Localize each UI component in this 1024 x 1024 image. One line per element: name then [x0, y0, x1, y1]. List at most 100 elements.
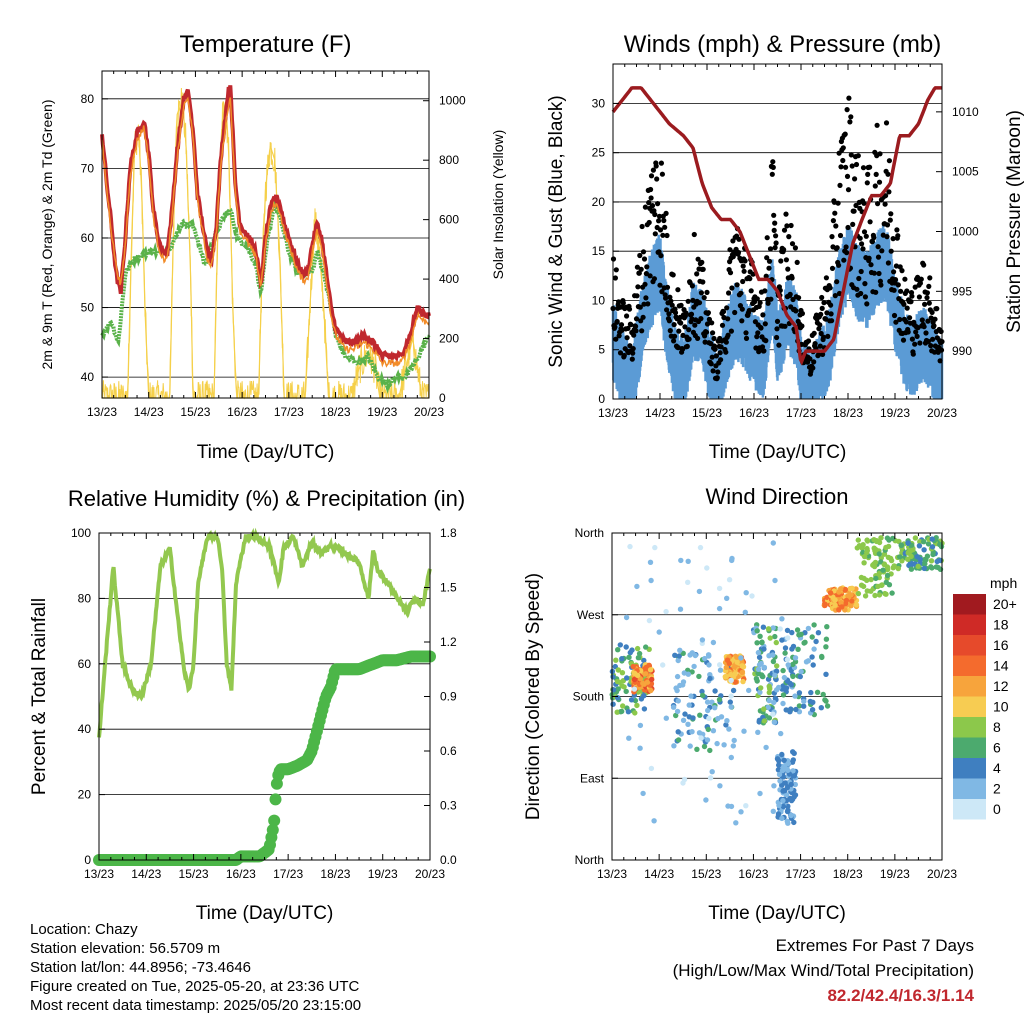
gust-point	[715, 369, 721, 375]
direction-point	[790, 749, 796, 755]
gust-point	[909, 293, 915, 299]
gust-point	[695, 256, 701, 262]
legend-label: 12	[993, 678, 1009, 694]
gust-point	[635, 284, 641, 290]
direction-point	[675, 737, 682, 743]
gust-point	[837, 232, 844, 239]
gust-point	[648, 173, 655, 179]
direction-point	[897, 554, 903, 560]
gust-point	[848, 152, 854, 158]
gust-point	[684, 343, 690, 349]
gust-point	[918, 276, 924, 282]
winds-title: Winds (mph) & Pressure (mb)	[624, 31, 941, 58]
gust-point	[725, 316, 731, 322]
direction-point	[792, 792, 799, 798]
direction-point	[788, 812, 794, 819]
gust-point	[720, 309, 727, 315]
direction-point	[696, 673, 702, 680]
direction-point	[648, 687, 654, 694]
gust-point	[654, 176, 660, 182]
gust-point	[729, 285, 735, 291]
direction-point	[705, 707, 711, 714]
direction-point	[763, 744, 769, 751]
gust-point	[741, 268, 747, 274]
direction-point	[858, 582, 865, 588]
direction-point	[813, 638, 819, 645]
direction-point	[788, 706, 794, 712]
gust-point	[781, 227, 788, 233]
direction-point	[757, 790, 763, 797]
rh-series	[97, 527, 432, 738]
gust-point	[917, 280, 924, 286]
gust-point	[630, 346, 636, 352]
gust-point	[709, 354, 715, 360]
gust-point	[897, 316, 903, 323]
direction-point	[773, 639, 779, 646]
y-tick-label: 10	[592, 293, 606, 307]
gust-point	[672, 310, 679, 316]
gust-point	[773, 240, 779, 246]
gust-point	[937, 358, 943, 364]
gust-point	[890, 236, 896, 242]
gust-point	[618, 322, 625, 328]
gust-point	[763, 273, 769, 279]
direction-point	[674, 708, 681, 715]
gust-point	[624, 313, 630, 319]
gust-point	[612, 275, 619, 281]
direction-point	[783, 685, 790, 691]
gust-point	[898, 288, 904, 294]
humidity-xlabel: Time (Day/UTC)	[196, 903, 334, 924]
y2-tick-label: 0.6	[440, 744, 457, 758]
direction-point	[779, 616, 785, 622]
gust-point	[703, 329, 710, 335]
gust-point	[811, 330, 817, 336]
gust-point	[910, 351, 916, 357]
direction-point	[706, 653, 712, 659]
gust-point	[811, 359, 817, 365]
gust-point	[678, 302, 684, 308]
gust-point	[789, 275, 795, 281]
direction-point	[728, 704, 734, 710]
gust-point	[630, 350, 636, 356]
gust-point	[825, 333, 831, 339]
t9m-series	[101, 96, 430, 368]
direction-point	[928, 558, 935, 564]
x-tick-label: 15/23	[692, 406, 722, 420]
legend-label: 4	[993, 760, 1001, 776]
direction-point	[756, 654, 763, 660]
gust-point	[763, 338, 769, 344]
direction-point	[631, 686, 638, 692]
gust-point	[659, 171, 666, 177]
y-tick-label: 0	[598, 392, 605, 406]
gust-point	[667, 328, 673, 334]
gust-point	[746, 307, 752, 314]
gust-point	[663, 210, 669, 216]
direction-point	[619, 708, 625, 715]
direction-point	[759, 639, 765, 645]
gust-point	[771, 212, 777, 218]
gust-point	[671, 322, 677, 328]
gust-point	[712, 346, 718, 352]
direction-point	[839, 604, 845, 610]
gust-point	[714, 375, 720, 381]
gust-point	[863, 233, 869, 239]
direction-point	[876, 592, 883, 598]
temperature-ylabel: 2m & 9m T (Red, Orange) & 2m Td (Green)	[39, 100, 55, 370]
gust-point	[669, 302, 675, 308]
legend-title: mph	[990, 575, 1017, 591]
direction-point	[922, 561, 928, 567]
gust-point	[789, 241, 796, 247]
direction-ylabel: Direction (Colored By Speed)	[523, 573, 544, 820]
direction-point	[849, 598, 855, 604]
direction-point	[832, 602, 838, 608]
direction-point	[743, 803, 749, 809]
direction-point	[772, 633, 778, 640]
gust-point	[820, 351, 826, 357]
x-tick-label: 13/23	[87, 405, 117, 419]
gust-point	[787, 291, 793, 297]
direction-point	[728, 677, 734, 684]
x-tick-label: 17/23	[786, 867, 816, 881]
gust-point	[832, 293, 838, 299]
direction-point	[789, 629, 795, 636]
direction-point	[792, 781, 798, 788]
